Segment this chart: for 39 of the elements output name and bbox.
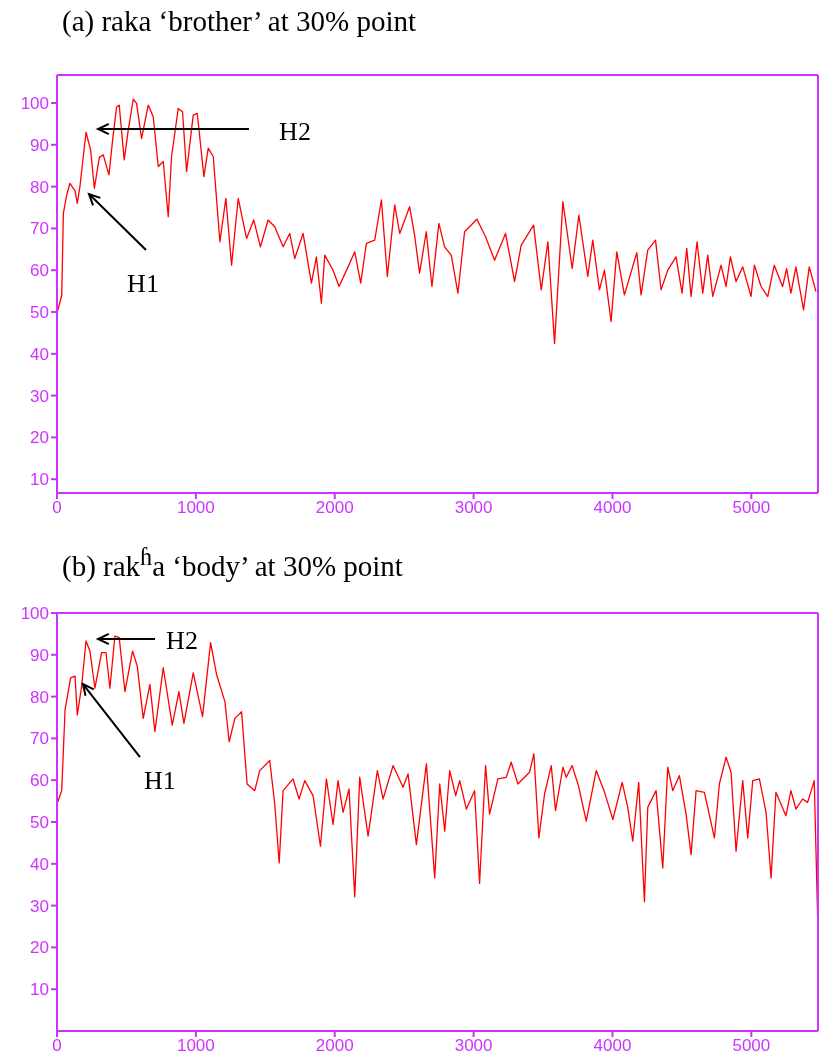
x-tick-label: 4000 [593,1036,632,1054]
y-tick-label: 70 [30,219,49,239]
annotation: H2 [278,116,312,148]
x-tick-label: 4000 [593,498,632,518]
y-tick-label: 40 [30,344,49,364]
x-tick-label: 3000 [454,498,493,518]
y-tick-label: 60 [30,261,49,281]
line-series [57,98,817,345]
y-tick-label: 70 [30,729,49,749]
y-tick-label: 20 [30,938,49,958]
y-tick-label: 40 [30,854,49,874]
x-tick-label: 5000 [732,498,771,518]
chart-title: (b) rak$^{ɦ}$a ‘body’ at 30% point [62,543,403,583]
y-tick-label: 30 [30,896,49,916]
y-tick-label: 30 [30,386,49,406]
chart-title: (a) raka ‘brother’ at 30% point [62,5,417,38]
y-tick-label: 90 [30,135,49,155]
y-tick-label: 100 [20,94,49,114]
annotation: H1 [126,268,160,300]
x-tick-label: 2000 [315,498,354,518]
x-tick-label: 5000 [732,1036,771,1054]
y-tick-label: 80 [30,177,49,197]
x-tick-label: 2000 [315,1036,354,1054]
annotation: H2 [165,625,199,657]
y-tick-label: 80 [30,687,49,707]
x-tick-label: 1000 [176,498,215,518]
y-tick-label: 50 [30,303,49,323]
x-tick-label: 3000 [454,1036,493,1054]
x-tick-label: 0 [52,1036,62,1054]
y-tick-label: 20 [30,428,49,448]
y-tick-label: 60 [30,771,49,791]
y-tick-label: 50 [30,813,49,833]
x-tick-label: 0 [52,498,62,518]
y-tick-label: 100 [20,604,49,624]
annotation: H1 [143,765,177,798]
y-tick-label: 10 [30,980,49,1000]
y-tick-label: 90 [30,645,49,665]
y-tick-label: 10 [30,470,49,490]
x-tick-label: 1000 [176,1036,215,1054]
